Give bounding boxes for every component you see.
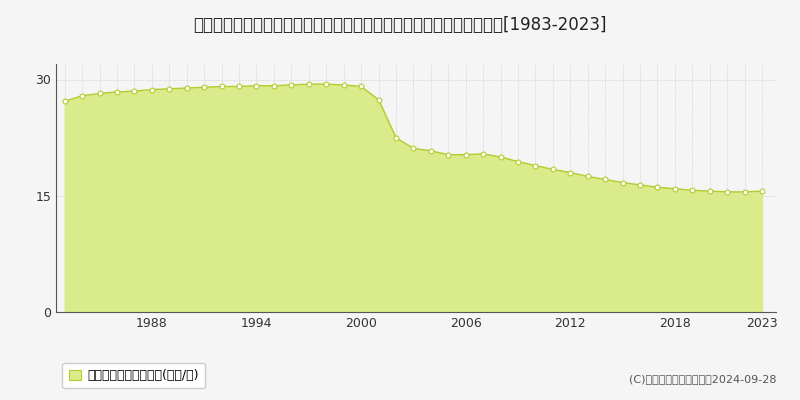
Legend: 基準地価　平均坤単価(万円/坤): 基準地価 平均坤単価(万円/坤) [62,363,205,388]
Text: (C)土地価格ドットコム　2024-09-28: (C)土地価格ドットコム 2024-09-28 [629,374,776,384]
Text: 新潟県上越市西城町３丁目字東二ノ辻１３番７　基準地価　地価推移[1983-2023]: 新潟県上越市西城町３丁目字東二ノ辻１３番７ 基準地価 地価推移[1983-202… [194,16,606,34]
